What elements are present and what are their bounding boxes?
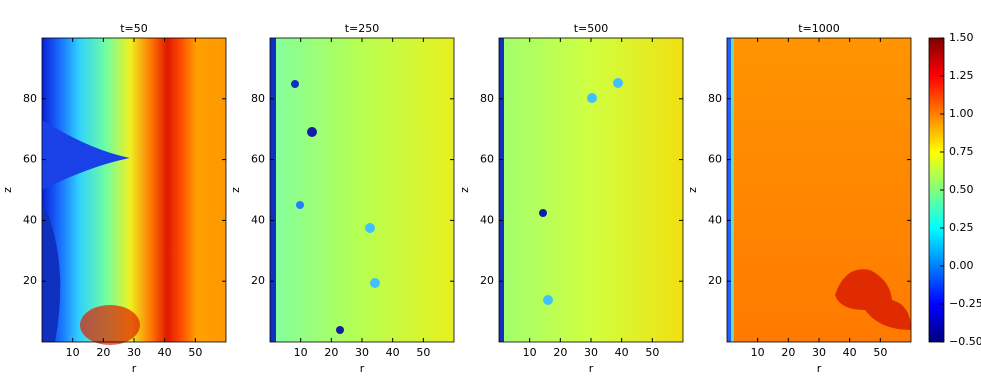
y-tick-label: 20	[23, 274, 37, 287]
x-tick-label: 40	[158, 346, 172, 359]
y-tick-label: 60	[251, 153, 265, 166]
y-axis-label: z	[458, 187, 471, 193]
x-tick-label: 20	[324, 346, 338, 359]
y-tick-label: 40	[23, 213, 37, 226]
colorbar-tick-label: 1.50	[949, 31, 974, 44]
x-tick-label: 10	[66, 346, 80, 359]
panel-title: t=50	[120, 22, 148, 35]
y-tick-label: 80	[251, 92, 265, 105]
y-axis-label: z	[686, 187, 699, 193]
heatmap-image	[270, 38, 454, 342]
heatmap-image	[42, 38, 226, 345]
colorbar-tick-label: 0.50	[949, 183, 974, 196]
colorbar-tick-label: 1.25	[949, 69, 974, 82]
x-tick-label: 10	[523, 346, 537, 359]
x-tick-label: 30	[127, 346, 141, 359]
x-axis-label: r	[817, 362, 822, 375]
x-tick-label: 50	[645, 346, 659, 359]
y-tick-label: 60	[23, 153, 37, 166]
x-tick-label: 10	[751, 346, 765, 359]
y-tick-label: 40	[251, 213, 265, 226]
y-tick-label: 80	[480, 92, 494, 105]
x-tick-label: 20	[781, 346, 795, 359]
y-tick-label: 20	[251, 274, 265, 287]
colorbar-tick-label: 0.25	[949, 221, 974, 234]
x-tick-label: 50	[416, 346, 430, 359]
x-tick-label: 10	[294, 346, 308, 359]
x-axis-label: r	[360, 362, 365, 375]
x-axis-label: r	[132, 362, 137, 375]
y-tick-label: 60	[708, 153, 722, 166]
y-tick-label: 40	[708, 213, 722, 226]
y-tick-label: 80	[23, 92, 37, 105]
panel-title: t=1000	[798, 22, 840, 35]
colorbar-tick-label: −0.50	[949, 335, 981, 348]
y-tick-label: 80	[708, 92, 722, 105]
y-tick-label: 40	[480, 213, 494, 226]
colorbar-tick-label: 0.00	[949, 259, 974, 272]
y-axis-label: z	[229, 187, 242, 193]
colorbar-tick-label: 0.75	[949, 145, 974, 158]
y-tick-label: 20	[708, 274, 722, 287]
x-axis-label: r	[589, 362, 594, 375]
x-tick-label: 30	[355, 346, 369, 359]
y-tick-label: 60	[480, 153, 494, 166]
x-tick-label: 40	[615, 346, 629, 359]
x-tick-label: 40	[843, 346, 857, 359]
colorbar-tick-label: 1.00	[949, 107, 974, 120]
x-tick-label: 20	[96, 346, 110, 359]
panel-title: t=250	[345, 22, 380, 35]
x-tick-label: 50	[188, 346, 202, 359]
colorbar-tick-label: −0.25	[949, 297, 981, 310]
heatmap-image	[727, 38, 911, 342]
x-tick-label: 50	[873, 346, 887, 359]
x-tick-label: 30	[812, 346, 826, 359]
panel-title: t=500	[574, 22, 609, 35]
x-tick-label: 30	[584, 346, 598, 359]
y-tick-label: 20	[480, 274, 494, 287]
y-axis-label: z	[1, 187, 14, 193]
heatmap-image	[499, 38, 683, 342]
x-tick-label: 40	[386, 346, 400, 359]
x-tick-label: 20	[553, 346, 567, 359]
